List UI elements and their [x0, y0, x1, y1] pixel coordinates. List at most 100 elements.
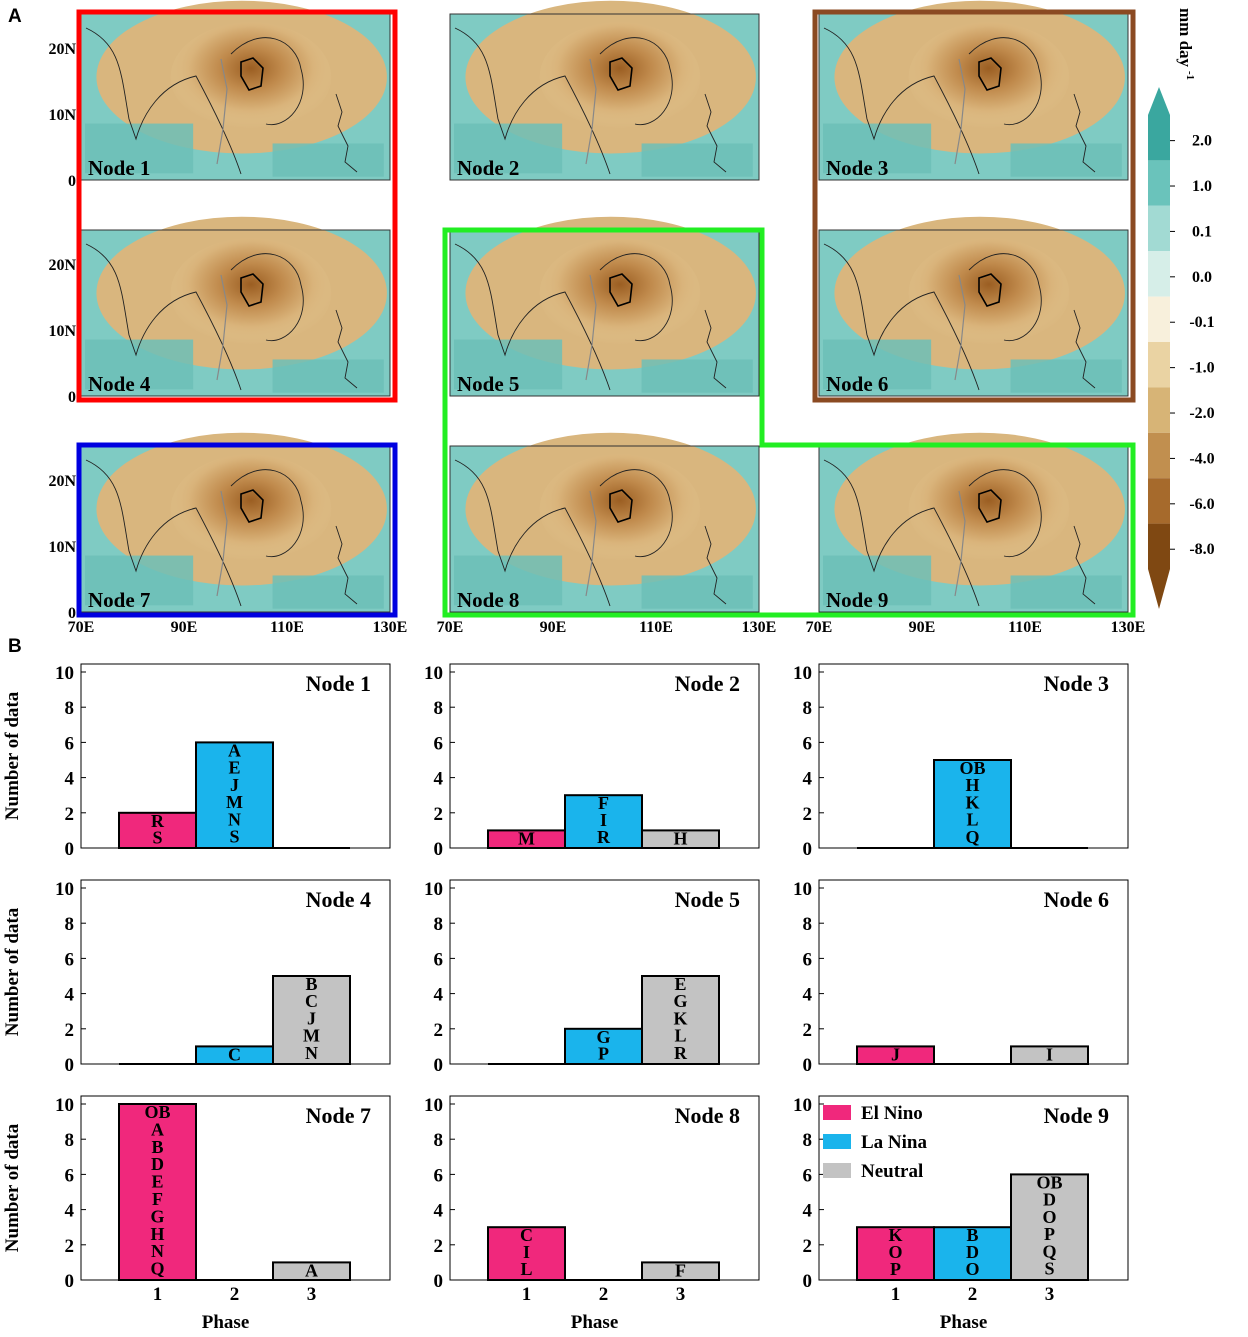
y-tick-label: 10 [424, 663, 443, 684]
colorbar-arrow-top [1148, 87, 1170, 115]
colorbar-label: -6.0 [1189, 496, 1214, 513]
chart-title: Node 7 [306, 1103, 371, 1128]
map-river [954, 490, 966, 597]
bar-data-label: B [151, 1137, 163, 1157]
bar-data-label: F [675, 1260, 686, 1280]
y-tick-label: 10 [55, 663, 74, 684]
y-tick-label: 2 [65, 1236, 75, 1257]
x-tick-label: 1 [522, 1284, 532, 1305]
colorbar-label: 0.1 [1192, 223, 1212, 240]
bar-data-label: R [674, 1043, 688, 1063]
panel-label-b: B [8, 636, 22, 657]
bar-data-label: Q [965, 827, 979, 847]
bar-data-label: I [1046, 1044, 1053, 1064]
map-wet-patch [823, 339, 932, 390]
y-tick-label: 10 [793, 1095, 812, 1116]
map-core-region [908, 454, 1070, 564]
map-river [585, 58, 597, 165]
bar-data-label: Q [1042, 1241, 1056, 1261]
y-tick-label: 4 [65, 769, 75, 790]
bar-data-label: K [965, 792, 979, 812]
y-tick-label: 8 [65, 914, 75, 935]
y-tick-label: 8 [434, 914, 444, 935]
x-axis-label: Phase [571, 1312, 619, 1333]
map-core-region [170, 454, 332, 564]
map-island-outline [1073, 309, 1096, 389]
bar-phase-3 [272, 1261, 351, 1282]
bar-data-label: G [150, 1206, 164, 1226]
lon-tick-label: 70E [437, 619, 464, 636]
y-tick-label: 4 [65, 1201, 75, 1222]
bar-data-label: H [673, 828, 687, 848]
bar-data-label: L [520, 1259, 532, 1279]
y-tick-label: 4 [803, 769, 813, 790]
bar-phase-1 [856, 1045, 935, 1066]
map-coastline [454, 243, 611, 391]
y-tick-label: 10 [55, 1095, 74, 1116]
map-node-label: Node 9 [826, 588, 888, 612]
bar-data-label: D [1043, 1190, 1056, 1210]
bar-data-label: G [673, 991, 687, 1011]
y-tick-label: 6 [434, 1165, 444, 1186]
bar-data-label: OB [1036, 1172, 1062, 1192]
bar-data-label: J [307, 1008, 316, 1028]
map-coastline [599, 37, 673, 126]
colorbar-label: -4.0 [1189, 450, 1214, 467]
map-river [585, 490, 597, 597]
plot-frame [818, 879, 1129, 1065]
map-node-4: Node 4 [80, 216, 391, 397]
y-tick-label: 6 [65, 1165, 75, 1186]
map-wet-patch [1010, 575, 1122, 609]
y-tick-label: 8 [434, 1130, 444, 1151]
bar-data-label: J [230, 775, 239, 795]
map-wet-patch [641, 359, 753, 393]
bar-data-label: OB [144, 1102, 170, 1122]
colorbar-segment [1148, 342, 1170, 388]
map-node-2: Node 2 [449, 0, 760, 181]
bar-phase-1 [487, 1226, 566, 1281]
bar-data-label: N [228, 809, 241, 829]
y-tick-label: 8 [65, 1130, 75, 1151]
map-frame [449, 13, 760, 181]
map-core-region [908, 238, 1070, 348]
map-wet-patch [85, 555, 194, 606]
chart-title: Node 6 [1044, 887, 1109, 912]
map-core-region [170, 22, 332, 132]
colorbar: 2.0 1.0 0.1 0.0 -0.1 -1.0 -2.0 -4.0 -6.0 -8.0 mm d… [1148, 8, 1215, 609]
colorbar-label: 1.0 [1192, 178, 1212, 195]
bar-phase-2 [564, 794, 643, 850]
colorbar-label: -1.0 [1189, 360, 1214, 377]
chart-title: Node 5 [675, 887, 740, 912]
bar-data-label: H [150, 1224, 164, 1244]
map-core-region [539, 454, 701, 564]
bar-data-label: S [152, 827, 162, 847]
cluster-frame-green [442, 227, 1136, 618]
map-core-region [908, 22, 1070, 132]
bar-data-label: M [226, 792, 243, 812]
map-node-label: Node 4 [88, 372, 151, 396]
colorbar-segment [1148, 432, 1170, 479]
map-node-label: Node 3 [826, 156, 888, 180]
colorbar-segment [1148, 160, 1170, 206]
lat-tick-label: 0 [68, 389, 76, 406]
y-tick-label: 0 [803, 1055, 813, 1076]
lat-tick-label: 0 [68, 605, 76, 622]
map-core-region [539, 238, 701, 348]
map-study-region-outline [978, 57, 1002, 91]
map-island-outline [704, 309, 727, 389]
bar-data-label: S [1044, 1259, 1054, 1279]
x-tick-label: 1 [153, 1284, 163, 1305]
y-tick-label: 2 [803, 1020, 813, 1041]
bar-data-label: L [966, 810, 978, 830]
bar-phase-3 [641, 1261, 720, 1282]
colorbar-label: 2.0 [1192, 133, 1212, 150]
map-study-region-outline [240, 273, 264, 307]
colorbar-label: 0.0 [1192, 269, 1212, 286]
y-tick-label: 4 [803, 985, 813, 1006]
bar-chart-node-2: 0 2 4 6 8 10 M FIR H Node 2 [424, 663, 760, 860]
chart-title: Node 8 [675, 1103, 740, 1128]
